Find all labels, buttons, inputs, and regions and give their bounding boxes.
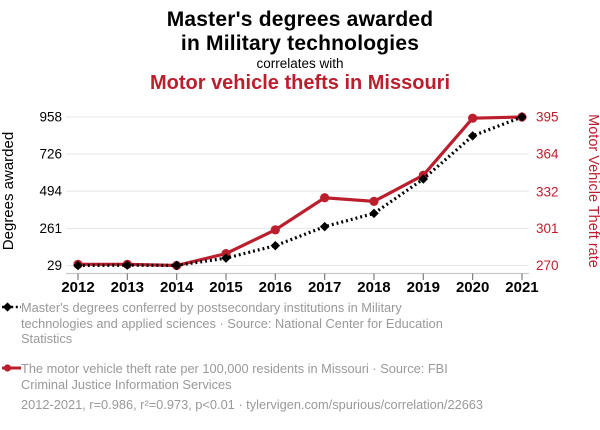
data-point-diamond (517, 112, 527, 122)
page-title-line1: Master's degrees awarded (166, 8, 434, 31)
stats-footer: 2012-2021, r=0.986, r²=0.973, p<0.01 · t… (21, 397, 484, 412)
svg-text:958: 958 (39, 110, 62, 125)
data-point-diamond (418, 174, 429, 184)
secondary-title: Motor vehicle thefts in Missouri (149, 72, 451, 94)
svg-text:301: 301 (536, 221, 559, 236)
svg-text:2013: 2013 (111, 279, 144, 296)
legend-item-thefts: The motor vehicle theft rate per 100,000… (2, 361, 577, 392)
data-point-diamond (319, 221, 330, 232)
data-point-circle (468, 113, 478, 123)
data-point-diamond (171, 260, 182, 271)
legend-item-degrees: Master's degrees conferred by postsecond… (2, 300, 577, 347)
data-point-diamond (270, 240, 281, 251)
gridlines (66, 116, 529, 266)
data-point-diamond (73, 260, 83, 271)
circle-marker-glyph (3, 364, 12, 372)
diamond-marker-glyph (2, 302, 13, 312)
red-circle-solid-icon (2, 364, 21, 372)
data-point-circle (320, 193, 330, 203)
svg-text:2018: 2018 (357, 279, 390, 296)
svg-text:29: 29 (47, 258, 62, 273)
svg-text:270: 270 (536, 258, 559, 273)
svg-text:332: 332 (536, 184, 559, 199)
page-title-line2: in Military technologies (180, 32, 420, 55)
data-point-circle (270, 225, 280, 235)
svg-text:2019: 2019 (407, 279, 440, 296)
black-diamond-dotted-icon (2, 302, 21, 312)
svg-text:395: 395 (536, 110, 559, 125)
right-axis-title: Motor Vehicle Theft rate (585, 114, 600, 268)
svg-text:2021: 2021 (505, 279, 538, 296)
svg-text:261: 261 (39, 221, 62, 236)
svg-text:364: 364 (536, 146, 559, 161)
legend-text-degrees: Master's degrees conferred by postsecond… (21, 300, 443, 347)
legend-text-thefts: The motor vehicle theft rate per 100,000… (21, 361, 448, 392)
left-axis-tick-labels: 29 261 494 726 958 (39, 110, 62, 274)
right-axis-tick-labels: 270 301 332 364 395 (536, 110, 559, 274)
title-connector: correlates with (256, 56, 344, 71)
x-axis: 2012 2013 2014 2015 2016 2017 2018 2019 2020 2021 (61, 273, 539, 296)
svg-text:2015: 2015 (209, 279, 242, 296)
svg-text:2012: 2012 (61, 279, 94, 296)
svg-text:494: 494 (39, 184, 62, 199)
svg-text:2016: 2016 (259, 279, 292, 296)
data-point-circle (369, 196, 379, 206)
svg-text:2020: 2020 (456, 279, 489, 296)
data-point-diamond (122, 260, 133, 270)
data-point-diamond (467, 131, 478, 141)
series-degrees (73, 112, 527, 271)
data-point-diamond (369, 208, 379, 219)
svg-text:2014: 2014 (160, 279, 194, 296)
svg-text:2017: 2017 (308, 279, 341, 296)
svg-text:726: 726 (39, 147, 62, 162)
left-axis-title: Degrees awarded (0, 132, 17, 250)
